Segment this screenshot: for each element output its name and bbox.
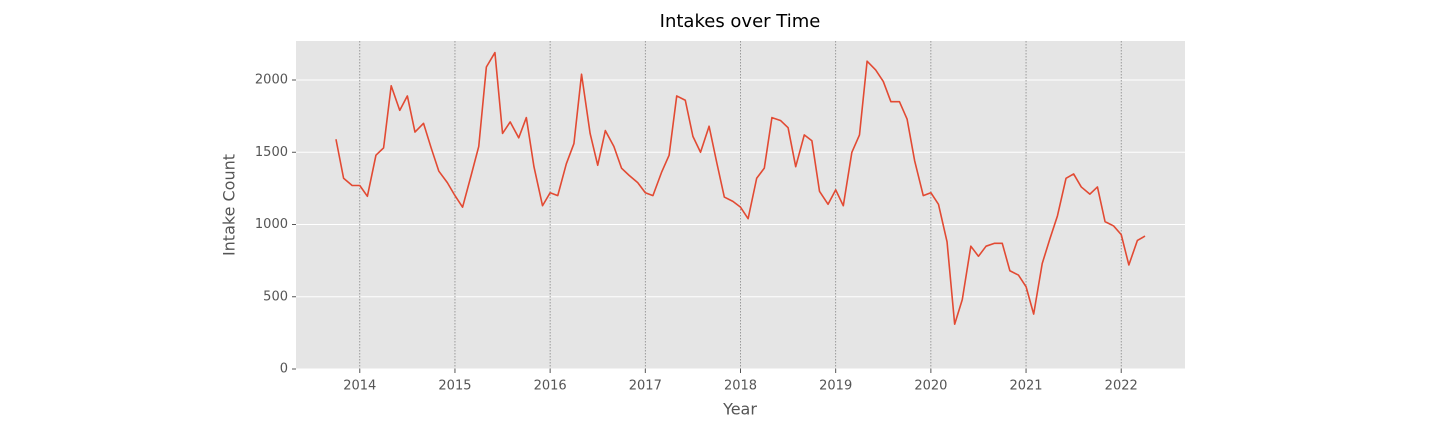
x-tick-label: 2019 — [819, 379, 852, 394]
y-axis-label: Intake Count — [220, 154, 239, 256]
x-tick-label: 2018 — [724, 379, 757, 394]
x-tick-label: 2016 — [534, 379, 567, 394]
y-tick-label: 0 — [280, 362, 288, 377]
chart-title: Intakes over Time — [660, 11, 821, 32]
y-tick-label: 500 — [263, 289, 288, 304]
x-tick-label: 2015 — [438, 379, 471, 394]
y-tick-label: 1500 — [255, 145, 288, 160]
x-tick-label: 2021 — [1009, 379, 1042, 394]
x-tick-label: 2022 — [1105, 379, 1138, 394]
y-tick-label: 2000 — [255, 73, 288, 88]
x-tick-label: 2017 — [629, 379, 662, 394]
x-axis-label: Year — [722, 400, 757, 419]
line-series — [335, 51, 1146, 326]
x-tick-label: 2020 — [914, 379, 947, 394]
x-tick-label: 2014 — [343, 379, 376, 394]
y-tick-label: 1000 — [255, 217, 288, 232]
